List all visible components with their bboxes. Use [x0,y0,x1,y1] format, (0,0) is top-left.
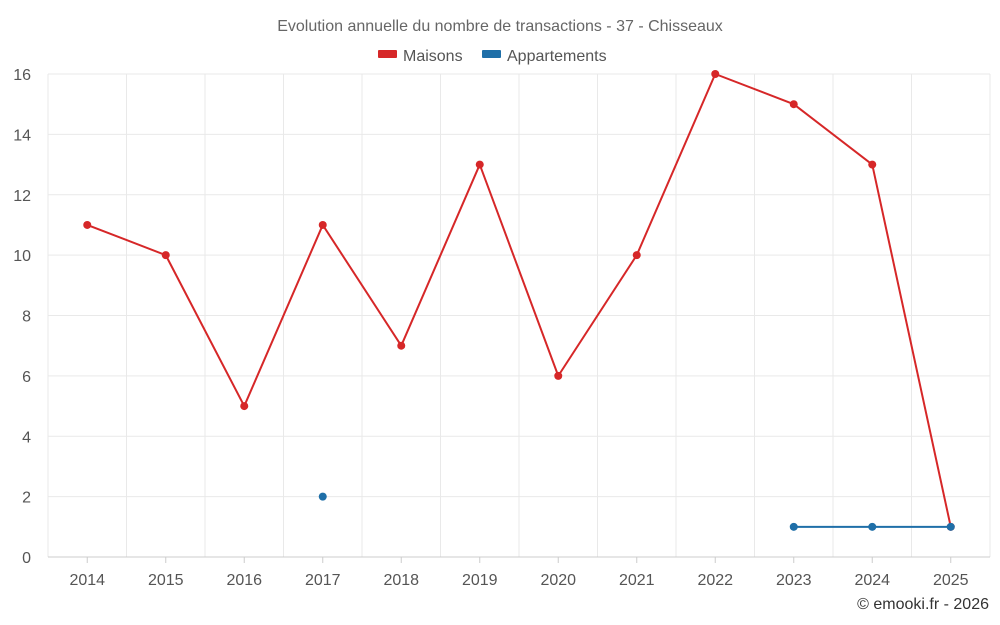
x-tick-label: 2023 [776,572,812,589]
x-tick-label: 2018 [383,572,419,589]
x-tick-label: 2025 [933,572,969,589]
grid [47,73,991,557]
data-point-maisons[interactable] [711,70,720,78]
x-tick-label: 2016 [226,572,262,589]
chart-title: Evolution annuelle du nombre de transact… [277,18,723,35]
y-tick-label: 12 [13,188,31,205]
y-tick-label: 16 [13,67,31,84]
series [83,70,955,531]
series-line-maisons [86,73,952,528]
legend-label-maisons: Maisons [403,48,463,65]
data-point-maisons[interactable] [554,371,563,380]
legend-item-maisons[interactable]: Maisons [378,48,463,65]
x-tick-label: 2015 [148,572,184,589]
data-point-maisons[interactable] [318,220,327,229]
y-tick-label: 2 [22,490,31,507]
x-tick-label: 2014 [69,572,105,589]
x-tick-label: 2021 [619,572,655,589]
x-tick-label: 2024 [854,572,890,589]
data-point-maisons[interactable] [632,251,641,260]
y-tick-label: 4 [22,429,31,446]
legend-label-appartements: Appartements [507,48,607,65]
data-point-appartements[interactable] [946,522,955,531]
x-tick-label: 2019 [462,572,498,589]
y-tick-label: 10 [13,248,31,265]
x-tick-label: 2020 [540,572,576,589]
data-point-appartements[interactable] [868,522,877,531]
legend-item-appartements[interactable]: Appartements [482,48,607,65]
axes: 0 2 4 6 8 10 12 14 16 2014 2015 2016 2017 2018 2019 202… [13,67,990,589]
credit-text: © emooki.fr - 2026 [857,596,989,613]
data-point-maisons[interactable] [83,220,92,229]
legend-swatch-maisons [378,50,397,58]
data-point-maisons[interactable] [397,341,406,350]
legend-swatch-appartements [482,50,501,58]
data-point-appartements[interactable] [789,522,798,531]
data-point-maisons[interactable] [868,160,877,169]
y-tick-label: 14 [13,127,31,144]
data-point-maisons[interactable] [789,100,798,109]
x-tick-label: 2022 [697,572,733,589]
y-tick-label: 8 [22,309,31,326]
y-tick-label: 6 [22,369,31,386]
x-tick-label: 2017 [305,572,341,589]
y-tick-label: 0 [22,550,31,567]
data-point-maisons[interactable] [475,160,484,169]
data-point-maisons[interactable] [240,402,249,411]
data-point-maisons[interactable] [161,251,170,260]
legend: Maisons Appartements [378,48,607,65]
data-point-appartements[interactable] [318,492,327,501]
